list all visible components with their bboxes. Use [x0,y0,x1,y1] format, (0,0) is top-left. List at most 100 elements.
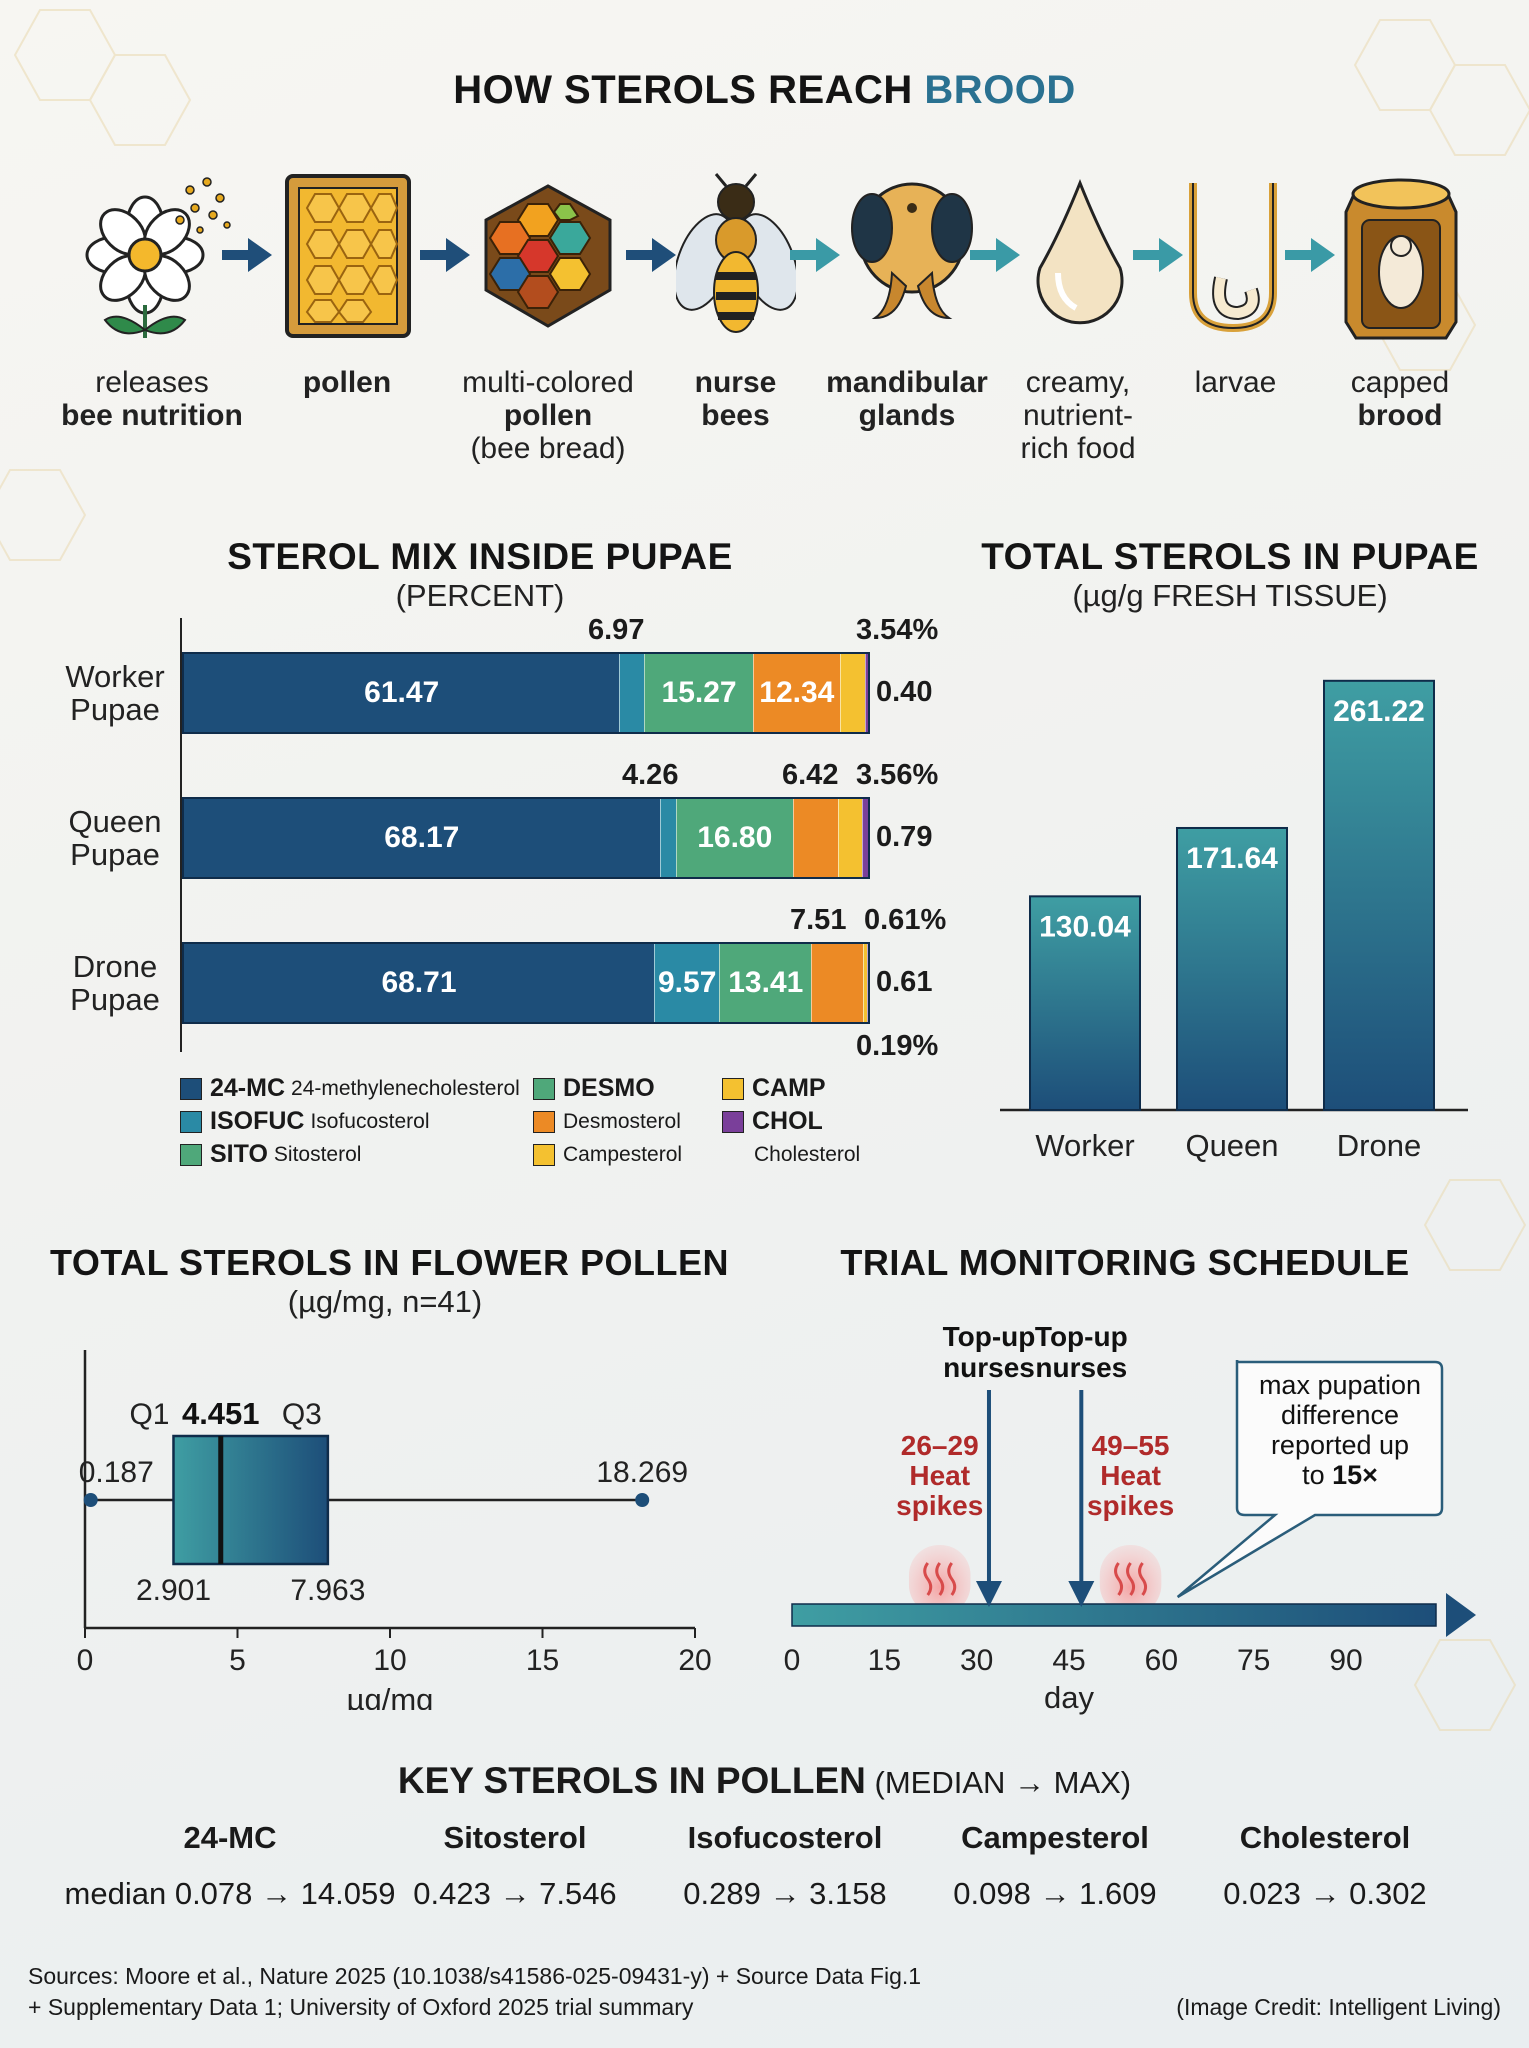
legend-item-desmo: DESMO [533,1072,682,1105]
heat-wave-icon [1126,1562,1136,1596]
heat-spike-label: spikes [896,1490,983,1521]
bar-segment-isofuc [659,799,676,877]
annot-drone-desmo: 7.51 [790,904,847,936]
q3-label: Q3 [282,1398,322,1431]
right-label-queen: 0.79 [876,821,933,853]
min-point [83,1493,98,1507]
bar-segment-desmo [811,944,863,1022]
bar-segment-chol [866,944,868,1022]
larva-cell-icon [1189,183,1277,333]
q1-label: Q1 [129,1398,169,1431]
bar-segment-isofuc [619,654,645,732]
annot-queen-desmo: 6.42 [782,759,839,791]
bar-segment-sito: 15.27 [644,654,753,732]
heat-wave-icon [1114,1562,1124,1596]
flow-label-5: mandibular glands [826,366,988,432]
key-sterol-sitosterol: Sitosterol 0.423 → 7.546 [413,1820,617,1911]
heat-wave-icon [923,1562,933,1596]
row-label-worker: Worker Pupae [65,659,165,727]
bar-segment-camp [862,944,867,1022]
annot-worker-camp: 3.54% [856,614,939,646]
max-point [635,1493,650,1507]
total-bar-queen [1176,826,1288,1112]
total-bar-category: Worker [1035,1128,1134,1163]
flow-label-6: creamy, nutrient-rich food [1020,366,1136,465]
callout-bubble [1176,1359,1444,1599]
annot-queen-camp: 3.56% [856,759,939,791]
key-sterols-title: KEY STEROLS IN POLLEN (MEDIAN → MAX) [397,1760,1132,1801]
bar-segment-camp [840,654,866,732]
page-title: HOW STEROLS REACH BROOD [453,68,1076,112]
key-sterol-cholesterol: Cholesterol 0.023 → 0.302 [1223,1820,1427,1911]
max-label: 18.269 [596,1456,688,1489]
flow-arrows [222,238,1335,272]
callout-text: reported up [1271,1430,1409,1460]
bar-segment-sito: 13.41 [719,944,812,1022]
row-label-drone: Drone Pupae [70,949,160,1017]
legend-item-camp: CAMP [722,1072,860,1105]
footer-sources: Sources: Moore et al., Nature 2025 (10.1… [28,1963,922,2020]
key-sterol-isofucosterol: Isofucosterol 0.289 → 3.158 [683,1820,887,1911]
flow-arrow [420,238,470,272]
q1-value-label: 2.901 [136,1574,211,1607]
flow-label-1: releases bee nutrition [61,366,243,432]
right-label-worker: 0.40 [876,676,933,708]
callout-text: to 15× [1302,1460,1378,1490]
top-up-arrowhead [975,1581,1002,1607]
top-up-arrowhead [1068,1581,1095,1607]
timeline-bar [791,1603,1437,1627]
top-up-label: Top-up [943,1321,1036,1352]
top-up-label: nurses [1035,1352,1127,1383]
callout-text: difference [1281,1400,1399,1430]
flow-arrow [1133,238,1183,272]
flow-arrow [1285,238,1335,272]
totals-title: TOTAL STEROLS IN PUPAE [981,536,1479,577]
pollen-boxplot: 0 5 10 15 20 µg/mg 0.187 18.269 Q1 Q3 4.451 2.901 7.… [77,1350,712,1710]
key-sterol-24mc: 24-MC median 0.078 → 14.059 [64,1820,396,1911]
heat-spike-label: 49–55 [1092,1430,1170,1461]
day-tick-label: 30 [960,1644,993,1677]
bar-segment-24mc: 68.71 [184,944,654,1022]
pollen-title: TOTAL STEROLS IN FLOWER POLLEN [50,1242,729,1283]
flow-label-7: larvae [1194,366,1277,399]
honeycomb-frame-icon [285,174,411,338]
legend-item-sito: SITO Sitosterol [180,1138,520,1171]
legend-item-isofuc: ISOFUC Isofucosterol [180,1105,520,1138]
bar-segment-chol [865,654,868,732]
nurse-bee-icon [676,173,796,333]
mix-subtitle: (PERCENT) [395,578,565,613]
day-tick-label: 75 [1237,1644,1270,1677]
row-label-queen: Queen Pupae [68,804,162,872]
annot-worker-isofuc: 6.97 [588,614,645,646]
total-bar-category: Drone [1337,1128,1421,1163]
heat-spike-label: spikes [1087,1490,1174,1521]
footer-credit: (Image Credit: Intelligent Living) [1176,1994,1501,2020]
total-bar-value: 261.22 [1333,695,1425,728]
heat-wave-icon [935,1562,945,1596]
x-tick-label: 5 [229,1644,246,1677]
day-tick-label: 0 [784,1644,801,1677]
total-bar-category: Queen [1185,1128,1278,1163]
annot-drone-chol: 0.19% [856,1030,939,1062]
day-tick-label: 15 [868,1644,901,1677]
flower-icon [85,177,231,338]
x-axis-label: µg/mg [347,1682,434,1710]
annot-drone-camp: 0.61% [864,904,947,936]
pollen-subtitle: (µg/mg, n=41) [287,1284,483,1319]
bee-head-icon [851,182,973,320]
capped-cell-icon [1344,178,1458,340]
stacked-bar-queen: 68.17 16.80 [182,797,870,879]
mix-legend-col-1: 24-MC 24-methylenecholesterol ISOFUC Isofu… [180,1072,520,1171]
heat-spike-label: Heat [909,1460,970,1491]
flow-label-2: pollen [302,366,392,399]
bar-segment-chol [862,799,868,877]
total-bar-value: 171.64 [1186,842,1278,875]
iqr-box [172,1434,330,1566]
x-tick-label: 20 [678,1644,711,1677]
top-up-label: nurses [943,1352,1035,1383]
schedule-title: TRIAL MONITORING SCHEDULE [840,1242,1410,1283]
heat-wave-icon [1138,1562,1148,1596]
mix-legend-col-3: CAMP CHOL Cholesterol [722,1072,860,1171]
legend-item-chol: CHOL [722,1105,860,1138]
